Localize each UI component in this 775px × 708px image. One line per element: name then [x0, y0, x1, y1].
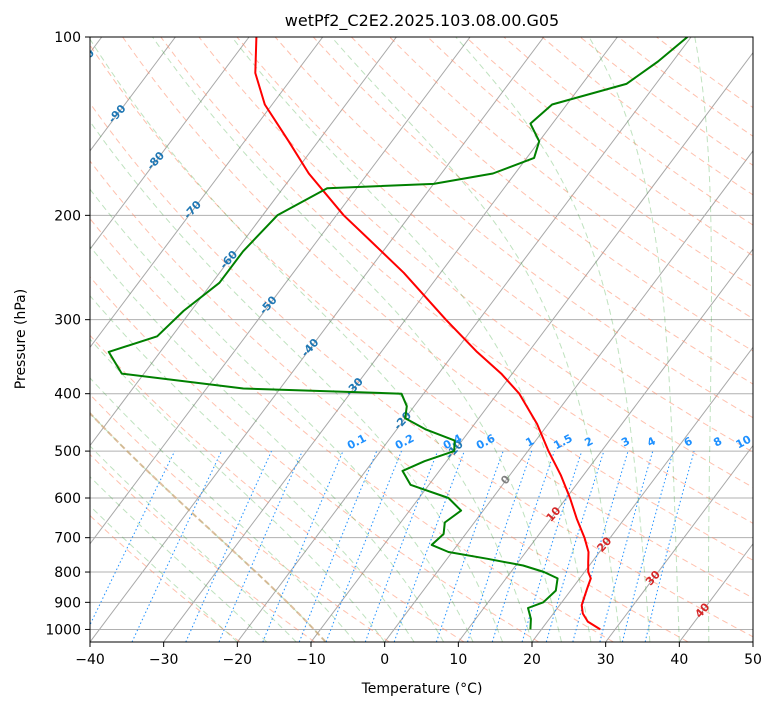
- moist-adiabat: [90, 476, 268, 642]
- mixing-ratio-line: [599, 450, 654, 642]
- dry-adiabat: [274, 37, 753, 419]
- mixing-ratio-line: [325, 450, 402, 642]
- isotherm-line: [531, 346, 753, 642]
- dry-adiabat: [90, 102, 753, 638]
- x-tick-label: 20: [523, 652, 541, 668]
- isotherm-line: [163, 37, 618, 642]
- moist-adiabat: [90, 38, 533, 642]
- moist-adiabat: [455, 37, 651, 642]
- y-tick-label: 600: [54, 491, 81, 507]
- mixing-ratio-line: [644, 450, 695, 642]
- isotherm-line: [90, 37, 176, 152]
- dry-adiabat: [90, 334, 465, 642]
- y-tick-label: 300: [54, 313, 81, 329]
- moist-adiabat: [90, 120, 503, 642]
- plot-frame: [89, 36, 754, 643]
- dewpoint-profile: [107, 37, 689, 630]
- mixing-ratio-label: 10: [734, 433, 754, 452]
- moist-adiabat: [90, 412, 327, 642]
- mixing-ratio-line: [393, 450, 465, 642]
- isotherm-line: [90, 37, 471, 545]
- profile-lines: [107, 37, 689, 631]
- y-tick-label: 100: [54, 30, 81, 46]
- isotherm-line: [605, 444, 753, 642]
- y-tick-label: 1000: [45, 622, 81, 638]
- dry-adiabat: [90, 160, 689, 642]
- dry-adiabat: [160, 37, 753, 524]
- mixing-ratio-line: [435, 450, 504, 642]
- isotherm-line: [752, 641, 753, 642]
- dry-adiabat: [90, 453, 315, 642]
- mixing-ratio-line: [572, 450, 629, 642]
- x-tick-label: −10: [296, 652, 326, 668]
- moist-adiabat: [152, 37, 562, 642]
- mixing-ratio-line: [262, 450, 344, 642]
- moist-adiabat: [90, 295, 415, 642]
- dry-adiabat: [351, 37, 753, 352]
- x-axis-label: Temperature (°C): [361, 681, 483, 697]
- mixing-ratio-line: [545, 450, 605, 642]
- x-tick-label: −30: [149, 652, 179, 668]
- mixing-ratio-line: [491, 450, 555, 642]
- mixing-ratio-line: [621, 450, 674, 642]
- mixing-ratio-line: [90, 450, 176, 626]
- mixing-ratio-line: [467, 450, 533, 642]
- dry-adiabat: [90, 276, 540, 642]
- mixing-ratio-label: 13: [763, 433, 775, 452]
- isotherm-line: [457, 248, 753, 642]
- y-tick-label: 500: [54, 444, 81, 460]
- dry-adiabat: [90, 393, 390, 642]
- moist-adiabat: [90, 505, 238, 642]
- isotherm-line: [90, 37, 397, 447]
- y-tick-label: 800: [54, 565, 81, 581]
- dry-adiabat: [312, 37, 753, 385]
- x-tick-label: −40: [75, 652, 105, 668]
- x-tick-label: 40: [670, 652, 688, 668]
- y-tick-label: 900: [54, 595, 81, 611]
- mixing-ratio-line: [218, 450, 303, 642]
- y-tick-label: 200: [54, 208, 81, 224]
- x-tick-label: 30: [597, 652, 615, 668]
- y-tick-label: 700: [54, 531, 81, 547]
- mixing-ratio-line: [298, 450, 378, 642]
- chart-title: wetPf2_C2E2.2025.103.08.00.G05: [285, 11, 559, 31]
- isotherm-line: [90, 37, 545, 642]
- y-tick-label: 400: [54, 387, 81, 403]
- isotherm-line: [310, 51, 753, 642]
- moist-adiabat: [90, 338, 386, 642]
- isotherm-line: [90, 37, 250, 250]
- moist-adiabat: [90, 188, 474, 642]
- dry-adiabat: [90, 217, 614, 642]
- x-tick-label: 50: [744, 652, 762, 668]
- mixing-ratio-line: [185, 450, 272, 642]
- temperature-profile: [254, 37, 601, 631]
- dry-adiabat: [122, 37, 753, 561]
- y-axis: 100 200 300 400 500 600 700 800 900 1000: [45, 30, 90, 638]
- moist-adiabat: [331, 37, 621, 642]
- x-tick-label: 10: [449, 652, 467, 668]
- isotherm-line: [90, 37, 324, 349]
- mixing-ratio-line: [364, 450, 439, 642]
- mixing-ratio-line: [521, 450, 583, 642]
- moist-adiabat: [90, 445, 297, 642]
- background-lines: [90, 37, 753, 642]
- dry-adiabat: [90, 44, 753, 599]
- moist-adiabat: [694, 37, 712, 642]
- moist-adiabat: [588, 37, 680, 642]
- highlight-adiabat: [90, 411, 327, 642]
- x-tick-label: 0: [380, 652, 389, 668]
- y-axis-label: Pressure (hPa): [13, 289, 29, 389]
- x-tick-label: −20: [223, 652, 253, 668]
- x-axis: −40 −30 −20 −10 0 10 20 30 40 50: [75, 642, 762, 668]
- isotherm-line: [384, 150, 753, 642]
